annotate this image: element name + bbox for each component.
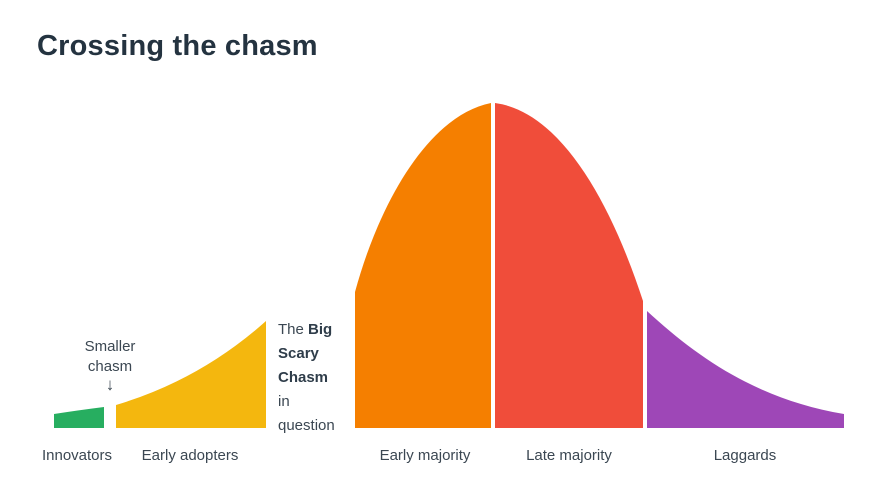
label-late-majority: Late majority xyxy=(526,447,612,464)
down-arrow-icon: ↓ xyxy=(105,375,115,394)
smaller-chasm-line2: chasm xyxy=(87,358,133,375)
segment-early-adopters xyxy=(116,321,266,428)
segment-late-majority xyxy=(495,103,643,428)
label-laggards: Laggards xyxy=(713,447,777,464)
segment-laggards xyxy=(647,311,844,428)
page-title: Crossing the chasm xyxy=(37,30,318,62)
big-chasm-bold2: Scary xyxy=(278,345,319,362)
smaller-chasm-annotation: Smaller chasm ↓ xyxy=(85,337,136,393)
big-chasm-suffix2: question xyxy=(278,417,335,434)
big-chasm-suffix1: in xyxy=(278,393,290,410)
label-innovators: Innovators xyxy=(41,447,113,464)
label-early-majority: Early majority xyxy=(379,447,471,464)
segment-innovators xyxy=(54,407,104,428)
big-chasm-prefix: The xyxy=(278,321,304,338)
smaller-chasm-line1: Smaller xyxy=(84,338,136,355)
big-chasm-bold3: Chasm xyxy=(278,369,329,386)
label-early-adopters: Early adopters xyxy=(141,447,239,464)
big-chasm-annotation: The Big Scary Chasm in question xyxy=(278,318,350,438)
big-chasm-bold1: Big xyxy=(308,321,333,338)
segment-early-majority xyxy=(355,103,491,428)
